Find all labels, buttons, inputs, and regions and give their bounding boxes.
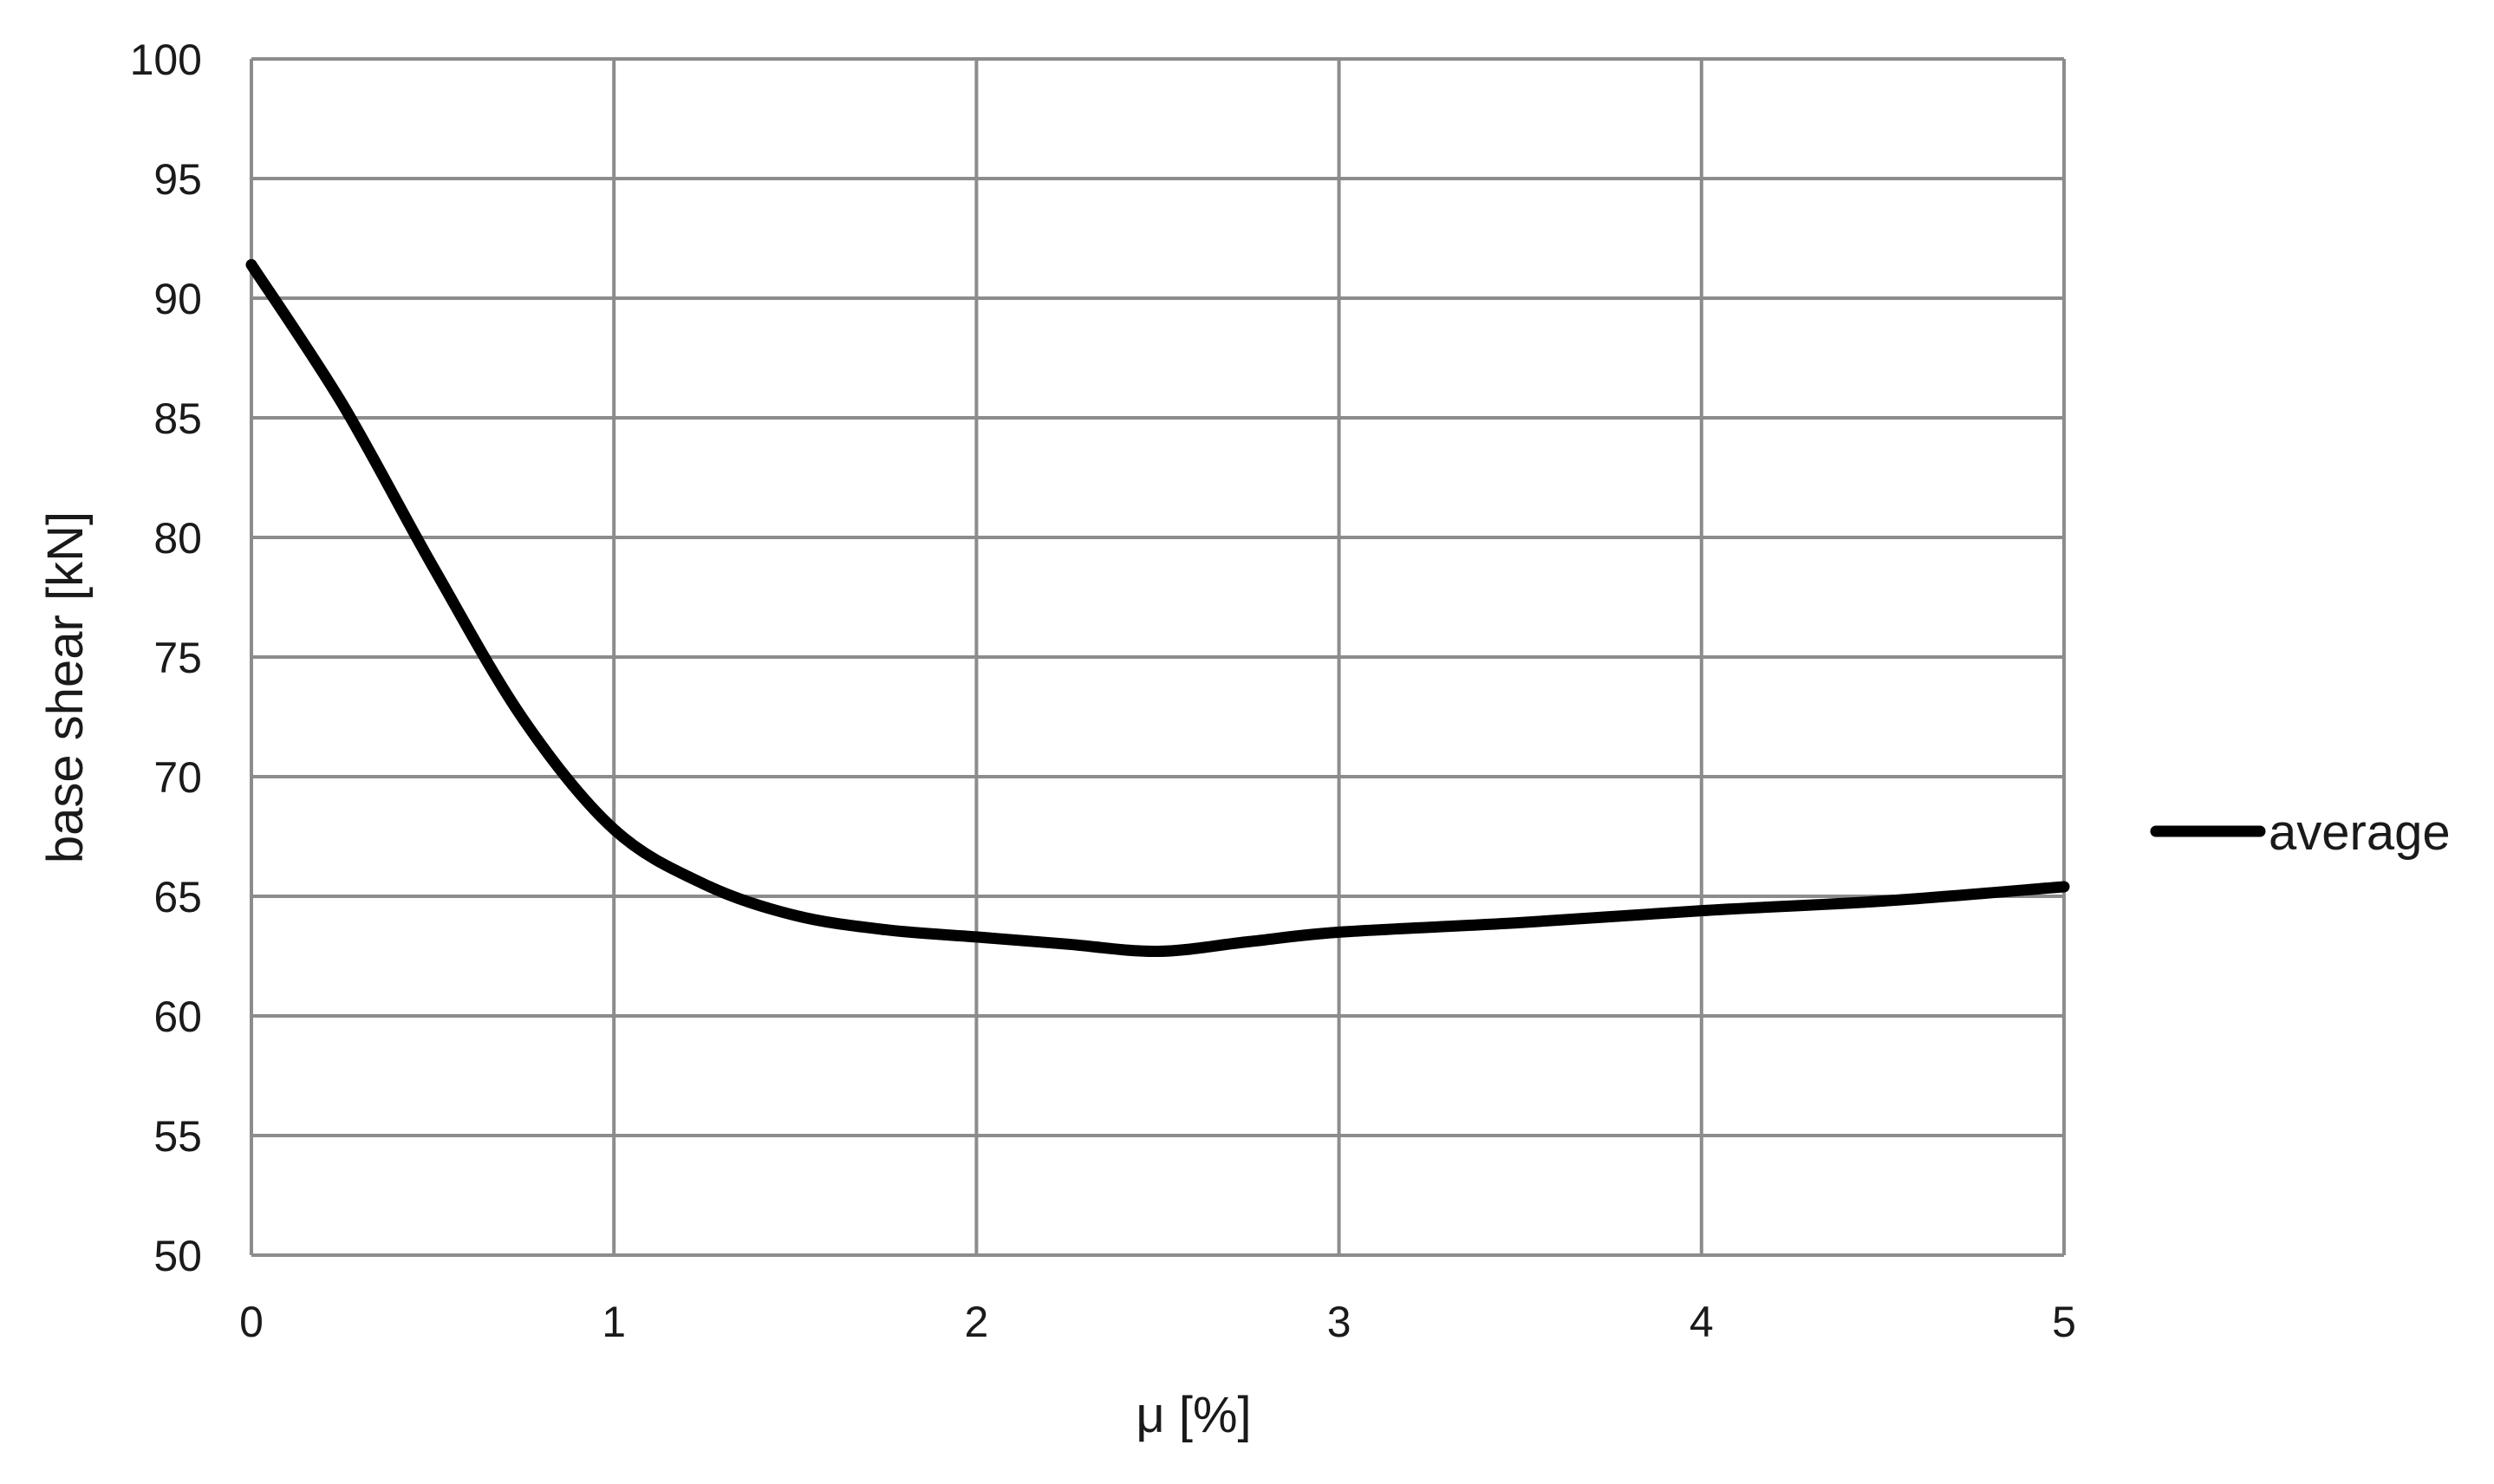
y-tick-label: 50: [153, 1232, 202, 1280]
legend: average: [2150, 804, 2451, 861]
y-axis-title: base shear [kN]: [37, 511, 94, 863]
y-tick-label: 95: [153, 155, 202, 204]
x-axis-ticks: 0 1 2 3 4 5: [239, 1298, 2076, 1346]
y-axis-ticks: 50 55 60 65 70 75 80 85 90 95 100: [130, 36, 202, 1280]
y-tick-label: 90: [153, 275, 202, 323]
y-tick-label: 75: [153, 634, 202, 682]
y-tick-label: 60: [153, 993, 202, 1041]
y-tick-label: 70: [153, 753, 202, 802]
x-tick-label: 3: [1327, 1298, 1351, 1346]
y-tick-label: 55: [153, 1112, 202, 1161]
x-tick-label: 1: [602, 1298, 626, 1346]
y-tick-label: 85: [153, 394, 202, 443]
x-tick-label: 2: [964, 1298, 988, 1346]
y-tick-label: 80: [153, 514, 202, 563]
x-axis-title: μ [%]: [1136, 1387, 1251, 1443]
y-tick-label: 65: [153, 873, 202, 921]
legend-label-average: average: [2269, 804, 2451, 861]
x-tick-label: 5: [2052, 1298, 2076, 1346]
grid: [250, 57, 2066, 1257]
x-tick-label: 4: [1690, 1298, 1714, 1346]
x-tick-label: 0: [239, 1298, 264, 1346]
series-line-average: [245, 258, 2070, 958]
y-tick-label: 100: [130, 36, 202, 84]
series-layer: [245, 258, 2070, 958]
